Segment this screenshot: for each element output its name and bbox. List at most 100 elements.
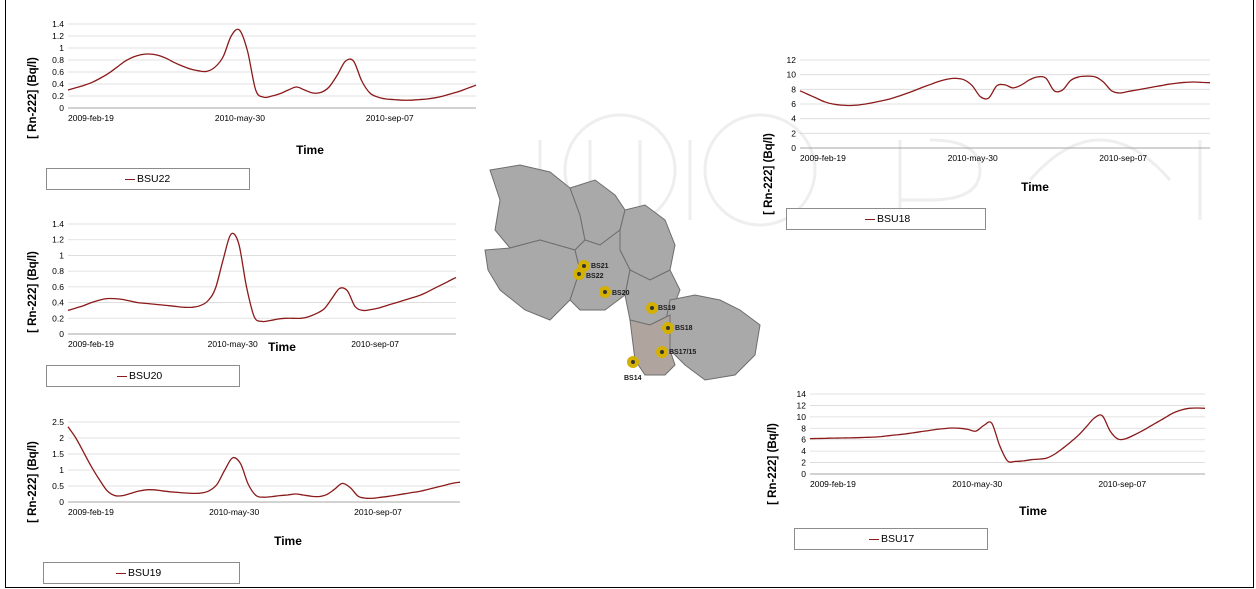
y-tick-labels: 0 0.2 0.4 0.6 0.8 1 1.2 1.4	[52, 19, 64, 113]
map-regions	[484, 164, 761, 381]
y-tick-labels: 0 2 4 6 8 10 12	[787, 55, 797, 153]
x-tick-label: 2010-sep-07	[354, 507, 402, 517]
map-region-e	[664, 294, 761, 381]
y-tick-label: 1	[59, 465, 64, 475]
marker-bs18	[662, 322, 674, 334]
x-tick-label: 2010-sep-07	[1098, 479, 1146, 489]
y-tick-labels: 0 0.2 0.4 0.6 0.8 1 1.2 1.4	[52, 219, 64, 339]
x-tick-label: 2009-feb-19	[68, 507, 114, 517]
y-tick-label: 0.8	[52, 266, 64, 276]
x-axis-title: Time	[296, 143, 324, 157]
y-tick-label: 0	[59, 329, 64, 339]
y-tick-label: 2	[59, 433, 64, 443]
y-tick-label: 0.4	[52, 79, 64, 89]
y-tick-label: 4	[801, 446, 806, 456]
legend-swatch	[125, 179, 135, 180]
y-tick-label: 14	[797, 389, 807, 399]
series-line	[809, 407, 1206, 463]
series-line	[67, 426, 461, 500]
y-tick-label: 12	[797, 400, 807, 410]
gridlines	[68, 421, 460, 503]
x-tick-labels: 2009-feb-19 2010-may-30 2010-sep-07	[810, 479, 1146, 489]
y-tick-label: 6	[801, 435, 806, 445]
y-tick-label: 1.4	[52, 19, 64, 29]
x-tick-label: 2009-feb-19	[68, 339, 114, 349]
x-axis-title: Time	[1021, 180, 1049, 194]
x-tick-labels: 2009-feb-19 2010-may-30 2010-sep-07	[800, 153, 1147, 163]
y-tick-label: 0.2	[52, 91, 64, 101]
marker-bs22	[573, 268, 585, 280]
y-tick-label: 2	[801, 458, 806, 468]
y-tick-label: 0.6	[52, 282, 64, 292]
map-markers	[573, 260, 674, 368]
legend-bsu22: BSU22	[46, 168, 250, 190]
map-label-bs17-15: BS17/15	[669, 349, 696, 356]
y-tick-label: 2.5	[52, 417, 64, 427]
marker-bs14	[627, 356, 639, 368]
y-axis-title: [ Rn-222] (Bq/l)	[767, 423, 779, 505]
x-tick-labels: 2009-feb-19 2010-may-30 2010-sep-07	[68, 113, 414, 123]
x-tick-label: 2010-may-30	[208, 339, 258, 349]
map-label-bs14: BS14	[624, 375, 642, 382]
y-tick-label: 10	[787, 70, 797, 80]
y-tick-label: 1.2	[52, 235, 64, 245]
series-line	[799, 75, 1211, 107]
marker-bs20	[599, 286, 611, 298]
y-tick-label: 0	[791, 143, 796, 153]
legend-label: BSU17	[881, 533, 915, 545]
y-tick-label: 6	[791, 99, 796, 109]
y-tick-label: 0.8	[52, 55, 64, 65]
gridlines	[68, 23, 476, 109]
y-tick-label: 1	[59, 250, 64, 260]
marker-bs17-15	[656, 346, 668, 358]
x-axis-title: Time	[1019, 504, 1047, 518]
y-tick-label: 8	[791, 84, 796, 94]
map-label-bs18: BS18	[675, 325, 693, 332]
legend-label: BSU20	[129, 370, 163, 382]
y-tick-label: 12	[787, 55, 797, 65]
x-tick-label: 2009-feb-19	[810, 479, 856, 489]
y-tick-labels: 0 0.5 1 1.5 2 2.5	[52, 417, 64, 507]
y-tick-label: 0.5	[52, 481, 64, 491]
x-tick-label: 2009-feb-19	[800, 153, 846, 163]
map-label-bs22: BS22	[586, 273, 604, 280]
map-label-bs20: BS20	[612, 290, 630, 297]
legend-bsu18: BSU18	[786, 208, 986, 230]
x-tick-label: 2009-feb-19	[68, 113, 114, 123]
series-line	[67, 232, 457, 323]
x-tick-label: 2010-sep-07	[1099, 153, 1147, 163]
y-axis-title: [ Rn-222] (Bq/l)	[27, 441, 39, 523]
x-tick-label: 2010-may-30	[948, 153, 998, 163]
catchment-map: BS21 BS22 BS20 BS19 BS18 BS17/15 BS14	[484, 164, 761, 382]
map-region-nw	[489, 164, 586, 251]
legend-label: BSU18	[877, 213, 911, 225]
legend-swatch	[116, 573, 126, 574]
y-tick-label: 4	[791, 114, 796, 124]
chart-bsu22: 0 0.2 0.4 0.6 0.8 1 1.2 1.4 2009-feb-19 2010-may…	[27, 19, 477, 157]
y-tick-label: 10	[797, 412, 807, 422]
x-axis-title: Time	[274, 534, 302, 548]
map-label-bs21: BS21	[591, 263, 609, 270]
legend-label: BSU22	[137, 173, 171, 185]
series-line	[67, 28, 477, 101]
figure-frame	[5, 0, 1254, 588]
marker-bs19	[646, 302, 658, 314]
y-tick-label: 1	[59, 43, 64, 53]
x-tick-labels: 2009-feb-19 2010-may-30 2010-sep-07	[68, 507, 402, 517]
chart-bsu20: 0 0.2 0.4 0.6 0.8 1 1.2 1.4 2009-feb-19 2010-may…	[27, 219, 457, 354]
y-tick-label: 1.2	[52, 31, 64, 41]
x-tick-label: 2010-sep-07	[351, 339, 399, 349]
legend-swatch	[869, 539, 879, 540]
map-region-w	[484, 239, 581, 321]
x-tick-label: 2010-sep-07	[366, 113, 414, 123]
y-tick-label: 0.2	[52, 313, 64, 323]
legend-bsu19: BSU19	[43, 562, 240, 584]
y-tick-label: 0	[801, 469, 806, 479]
legend-label: BSU19	[128, 567, 162, 579]
x-tick-labels: 2009-feb-19 2010-may-30 2010-sep-07	[68, 339, 399, 349]
legend-bsu17: BSU17	[794, 528, 988, 550]
y-tick-label: 2	[791, 128, 796, 138]
x-tick-label: 2010-may-30	[952, 479, 1002, 489]
legend-swatch	[117, 376, 127, 377]
